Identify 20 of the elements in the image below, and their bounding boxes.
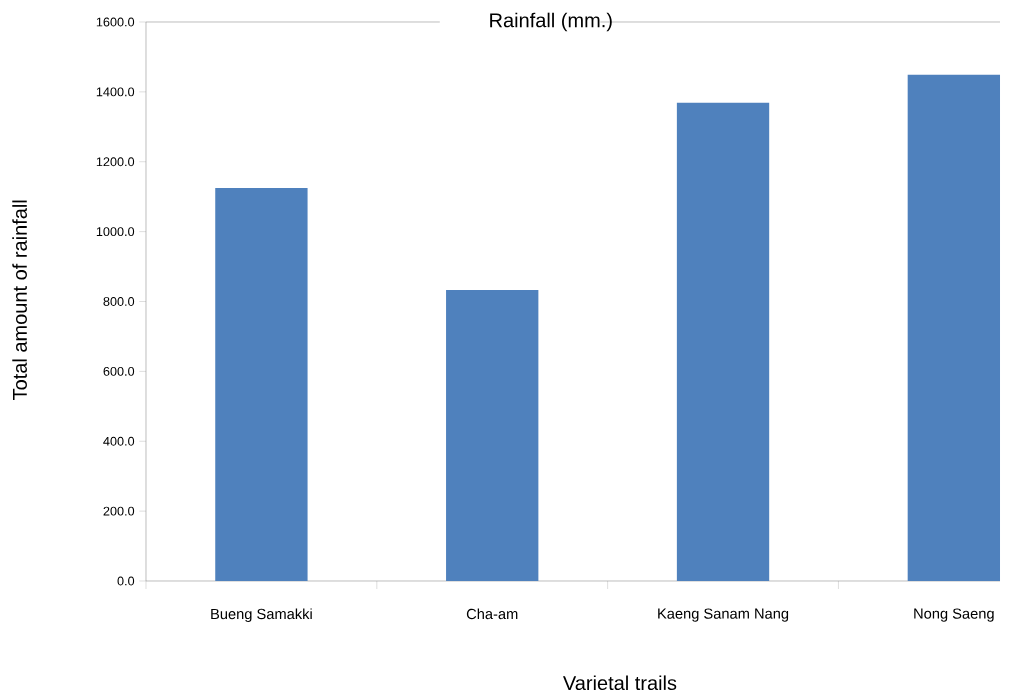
y-tick-label: 1000.0 [96, 227, 135, 237]
x-tick-label: Kaeng Sanam Nang [658, 608, 789, 622]
y-tick-label: 400.0 [103, 436, 135, 446]
x-axis-title: Varietal trails [563, 675, 677, 691]
y-tick-label: 1600.0 [96, 17, 135, 27]
y-axis-title: Total amount of rainfall [12, 200, 27, 400]
x-tick-label: Bueng Samakki [211, 608, 312, 623]
y-tick-label: 600.0 [103, 366, 135, 376]
y-tick-label: 200.0 [103, 506, 135, 516]
bar [446, 289, 539, 581]
chart-title: Rainfall (mm.) [490, 12, 612, 32]
y-tick-label: 1200.0 [96, 157, 135, 167]
y-tick-label: 0.0 [117, 576, 135, 586]
x-tick-label: Cha-am [466, 608, 518, 620]
y-tick-label: 1400.0 [96, 87, 135, 97]
x-tick-label: Nong Saeng [914, 608, 994, 622]
y-tick-label: 800.0 [103, 297, 135, 306]
bar [676, 102, 770, 581]
bar [215, 187, 308, 581]
bar [907, 74, 1001, 581]
